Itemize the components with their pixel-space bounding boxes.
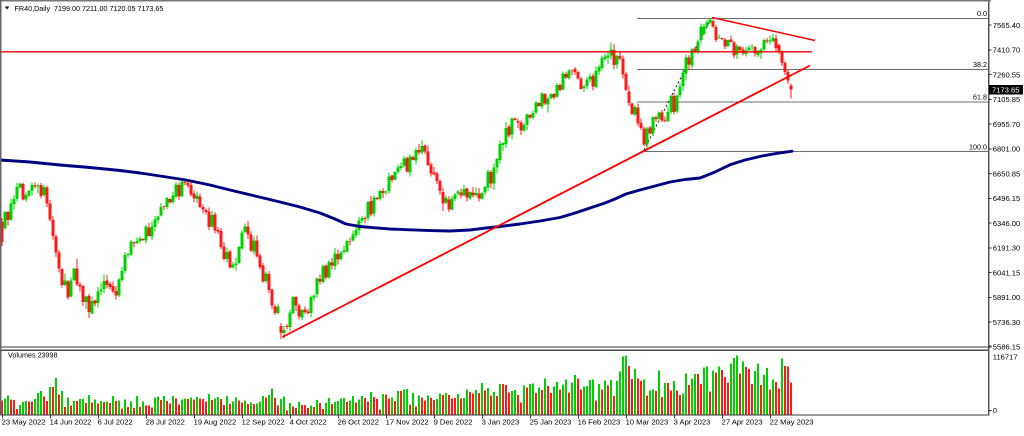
svg-text:Volumes 23998: Volumes 23998	[8, 351, 58, 360]
svg-text:116717: 116717	[993, 353, 1018, 362]
svg-text:100.0: 100.0	[969, 142, 987, 151]
svg-text:10 Mar 2023: 10 Mar 2023	[626, 418, 669, 427]
svg-text:0.0: 0.0	[977, 9, 987, 18]
svg-text:6346.00: 6346.00	[993, 219, 1020, 228]
svg-text:7105.85: 7105.85	[993, 95, 1020, 104]
svg-text:27 Apr 2023: 27 Apr 2023	[722, 418, 763, 427]
svg-text:12 Sep 2022: 12 Sep 2022	[242, 418, 285, 427]
svg-text:6496.15: 6496.15	[993, 194, 1020, 203]
svg-text:23 May 2022: 23 May 2022	[2, 418, 46, 427]
svg-text:7260.55: 7260.55	[993, 70, 1020, 79]
svg-text:26 Oct 2022: 26 Oct 2022	[338, 418, 379, 427]
svg-text:3 Apr 2023: 3 Apr 2023	[674, 418, 711, 427]
svg-text:5586.15: 5586.15	[993, 343, 1020, 352]
svg-text:4 Oct 2022: 4 Oct 2022	[290, 418, 327, 427]
svg-text:6041.15: 6041.15	[993, 268, 1020, 277]
svg-text:25 Jan 2023: 25 Jan 2023	[530, 418, 572, 427]
svg-text:6801.00: 6801.00	[993, 145, 1020, 154]
svg-text:0: 0	[993, 406, 997, 415]
svg-text:7565.40: 7565.40	[993, 21, 1020, 30]
svg-text:6191.30: 6191.30	[993, 244, 1020, 253]
svg-text:6 Jul 2022: 6 Jul 2022	[98, 418, 133, 427]
svg-text:7410.70: 7410.70	[993, 46, 1020, 55]
svg-text:16 Feb 2023: 16 Feb 2023	[578, 418, 621, 427]
svg-text:7173.65: 7173.65	[992, 85, 1019, 94]
svg-text:3 Jan 2023: 3 Jan 2023	[482, 418, 520, 427]
svg-text:22 May 2023: 22 May 2023	[770, 418, 814, 427]
svg-text:9 Dec 2022: 9 Dec 2022	[434, 418, 473, 427]
svg-text:38.2: 38.2	[973, 60, 987, 69]
svg-text:28 Jul 2022: 28 Jul 2022	[146, 418, 185, 427]
svg-text:61.8: 61.8	[973, 93, 987, 102]
svg-text:5736.30: 5736.30	[993, 318, 1020, 327]
svg-text:17 Nov 2022: 17 Nov 2022	[386, 418, 429, 427]
svg-text:19 Aug 2022: 19 Aug 2022	[194, 418, 237, 427]
svg-text:5891.00: 5891.00	[993, 293, 1020, 302]
svg-text:14 Jun 2022: 14 Jun 2022	[50, 418, 92, 427]
svg-text:6955.70: 6955.70	[993, 120, 1020, 129]
svg-text:6650.85: 6650.85	[993, 169, 1020, 178]
svg-text:FR40,Daily 7199.00 7211.00 71: FR40,Daily 7199.00 7211.00 7120.05 7173.…	[15, 4, 164, 13]
